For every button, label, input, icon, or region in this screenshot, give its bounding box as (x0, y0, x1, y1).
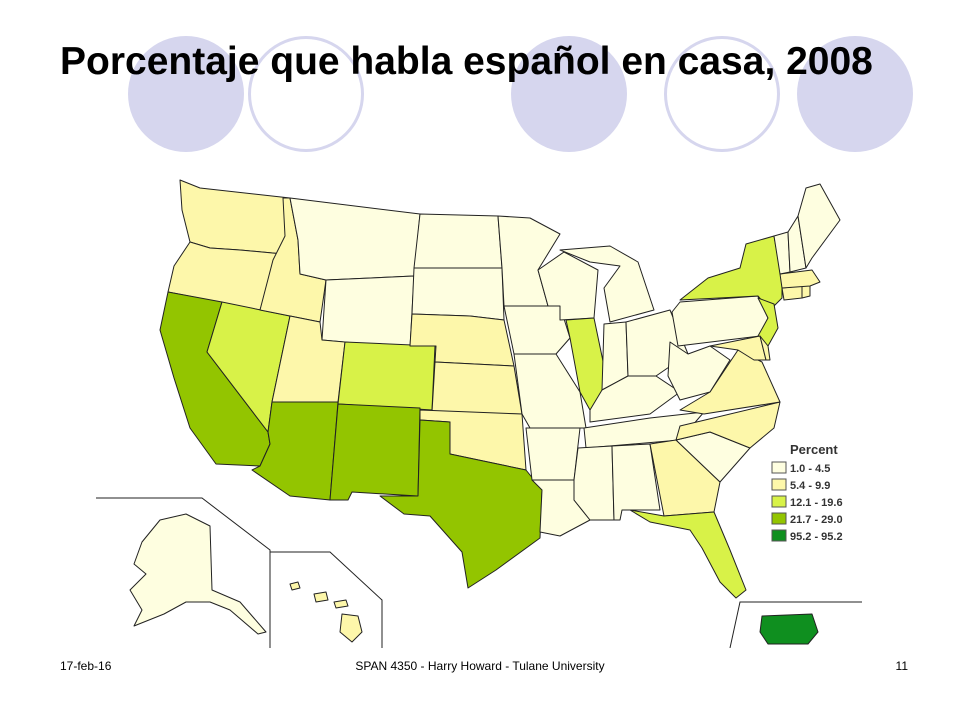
footer-course: SPAN 4350 - Harry Howard - Tulane Univer… (355, 659, 605, 673)
region-new-mexico (329, 403, 421, 501)
legend-swatch (771, 512, 787, 525)
decorative-circle-3 (511, 36, 627, 152)
region-texas (379, 419, 543, 589)
decorative-circle-2 (248, 36, 364, 152)
puerto-rico-inset-frame (729, 601, 862, 648)
region-colorado (337, 341, 436, 411)
legend-label: 5.4 - 9.9 (790, 480, 830, 492)
region-south-dakota (411, 267, 505, 321)
map-legend: Percent 1.0 - 4.5 5.4 - 9.9 12.1 - 19.6 21.… (771, 442, 843, 543)
region-kansas (431, 361, 523, 415)
footer-date: 17-feb-16 (60, 659, 112, 673)
region-north-dakota (413, 213, 503, 269)
region-massachusetts (779, 269, 821, 289)
legend-swatch (771, 495, 787, 508)
decorative-circle-1 (128, 36, 244, 152)
decorative-circle-4 (664, 36, 780, 152)
region-maine (797, 183, 841, 269)
legend-label: 12.1 - 19.6 (790, 497, 843, 509)
region-georgia (649, 439, 721, 517)
region-delaware (759, 335, 771, 361)
hawaii-inset-frame (270, 551, 383, 648)
region-hawaii (289, 581, 363, 643)
region-arkansas (525, 427, 581, 481)
decorative-circle-5 (797, 36, 913, 152)
alaska-inset-frame (96, 497, 271, 648)
region-wyoming (321, 275, 415, 349)
legend-label: 95.2 - 95.2 (790, 531, 843, 543)
legend-title: Percent (790, 442, 838, 457)
region-florida (629, 509, 747, 599)
region-alaska (129, 513, 267, 635)
region-puerto-rico (759, 613, 819, 645)
page-number: 11 (895, 659, 908, 673)
region-michigan (559, 245, 655, 323)
legend-swatch (771, 529, 787, 542)
region-washington (179, 179, 291, 255)
region-west-virginia (667, 341, 731, 401)
legend-swatch (771, 478, 787, 491)
legend-label: 21.7 - 29.0 (790, 514, 843, 526)
region-montana (289, 197, 421, 281)
region-rhode-island (801, 285, 811, 299)
legend-swatch (771, 461, 787, 474)
slide-title: Porcentaje que habla español en casa, 20… (60, 40, 873, 83)
region-kentucky (589, 375, 681, 423)
legend-label: 1.0 - 4.5 (790, 463, 830, 475)
us-choropleth-map: Percent 1.0 - 4.5 5.4 - 9.9 12.1 - 19.6 21.… (96, 179, 862, 648)
region-maryland (709, 335, 767, 361)
